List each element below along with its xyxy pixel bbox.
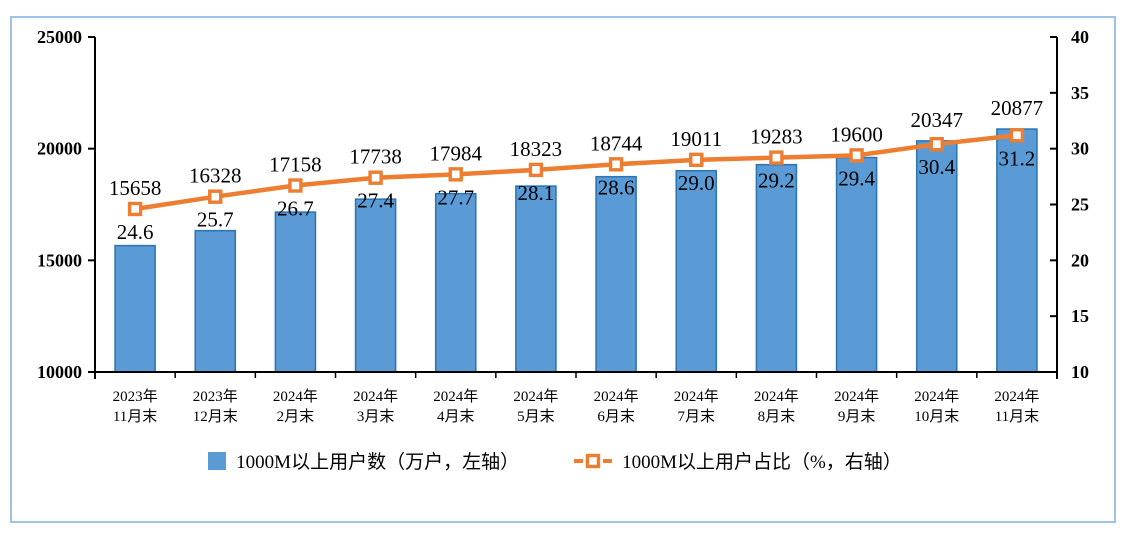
right-axis-tick-label: 10 [1071,362,1089,382]
category-label-line2: 2月末 [277,408,315,425]
bar [354,198,397,373]
line-marker [127,201,143,217]
category-label-line1: 2024年 [754,388,799,405]
bar [915,140,958,373]
pct-value-label: 26.7 [277,197,314,221]
left-axis-tick-label: 20000 [37,139,82,159]
bar-value-label: 19011 [670,127,722,151]
left-axis-tick-label: 15000 [37,250,82,270]
bar-value-label: 19283 [750,125,803,149]
bar [755,163,798,373]
category-label-line2: 7月末 [677,408,715,425]
line-marker [849,148,864,163]
bar [595,175,637,373]
line-marker [448,167,463,182]
category-label-line1: 2024年 [353,388,398,405]
line-marker [689,152,704,168]
pct-value-label: 29.2 [758,169,795,193]
bar-value-label: 18744 [590,131,643,155]
category-label-line1: 2023年 [193,388,238,405]
legend: 1000M以上用户数（万户，左轴） 1000M以上用户占比（%，右轴） [0,447,1110,474]
pct-value-label: 28.6 [598,175,635,199]
bar-value-label: 15658 [109,176,162,200]
bar-value-label: 19600 [830,122,883,146]
bar [515,185,557,373]
legend-item-bar-series: 1000M以上用户数（万户，左轴） [208,447,519,474]
bar [835,156,878,373]
category-label-line1: 2024年 [834,388,879,405]
pct-value-label: 30.4 [918,155,955,179]
line-marker [368,170,383,185]
bar [194,229,237,373]
category-label-line1: 2023年 [113,388,158,405]
line-series-marker-icon [574,453,613,468]
line-marker [1009,128,1025,143]
line-marker [288,178,303,193]
legend-item-line-series: 1000M以上用户占比（%，右轴） [574,447,902,474]
category-label-line2: 8月末 [758,408,796,425]
category-label-line2: 12月末 [193,408,238,425]
category-label-line2: 3月末 [357,408,395,425]
bar [434,192,477,373]
pct-value-label: 29.4 [838,166,875,190]
left-axis-tick-label: 25000 [37,27,82,47]
line-marker [929,136,944,152]
bar [675,169,718,373]
line-marker [608,157,624,172]
bar [274,211,317,373]
bar-value-label: 16328 [189,164,242,188]
bar-value-label: 17158 [269,153,322,177]
category-label-line1: 2024年 [994,388,1039,405]
pct-value-label: 28.1 [518,181,555,205]
right-axis-tick-label: 25 [1071,195,1089,215]
category-label-line2: 4月末 [437,408,475,425]
line-series [134,133,1018,212]
line-marker [528,162,544,178]
pct-value-label: 31.2 [999,146,1036,170]
bar-value-label: 18323 [510,137,563,161]
category-label-line2: 11月末 [113,408,157,425]
category-label-line2: 5月末 [517,408,555,425]
right-axis-tick-label: 35 [1071,83,1089,103]
category-label-line1: 2024年 [273,388,318,405]
category-label-line1: 2024年 [914,388,959,405]
bar [114,244,156,373]
category-label-line2: 11月末 [995,408,1039,425]
category-label-line1: 2024年 [433,388,478,405]
legend-marker-square [585,453,601,468]
category-label-line1: 2024年 [674,388,719,405]
bar-value-label: 20347 [911,108,964,132]
left-axis-tick-label: 10000 [37,362,82,382]
line-marker [769,150,784,165]
pct-value-label: 24.6 [117,220,154,244]
category-label-line2: 9月末 [838,408,876,425]
pct-value-label: 25.7 [197,208,234,232]
line-series-label: 1000M以上用户占比（%，右轴） [622,452,902,473]
bar-value-label: 20877 [991,96,1044,120]
pct-value-label: 29.0 [678,171,715,195]
right-axis-tick-label: 40 [1071,27,1089,47]
bar-value-label: 17738 [349,145,402,169]
right-axis-tick-label: 15 [1071,306,1089,326]
bar-series-label: 1000M以上用户数（万户，左轴） [236,452,520,473]
line-marker [208,189,223,204]
bar-value-label: 17984 [430,141,483,165]
right-axis-tick-label: 20 [1071,250,1089,270]
category-label-line2: 6月末 [597,408,635,425]
category-label-line2: 10月末 [914,408,959,425]
pct-value-label: 27.7 [437,185,474,209]
pct-value-label: 27.4 [357,189,394,213]
bar-series-swatch-icon [208,451,227,470]
category-label-line1: 2024年 [594,388,639,405]
category-label-line1: 2024年 [513,388,558,405]
right-axis-tick-label: 30 [1071,139,1089,159]
